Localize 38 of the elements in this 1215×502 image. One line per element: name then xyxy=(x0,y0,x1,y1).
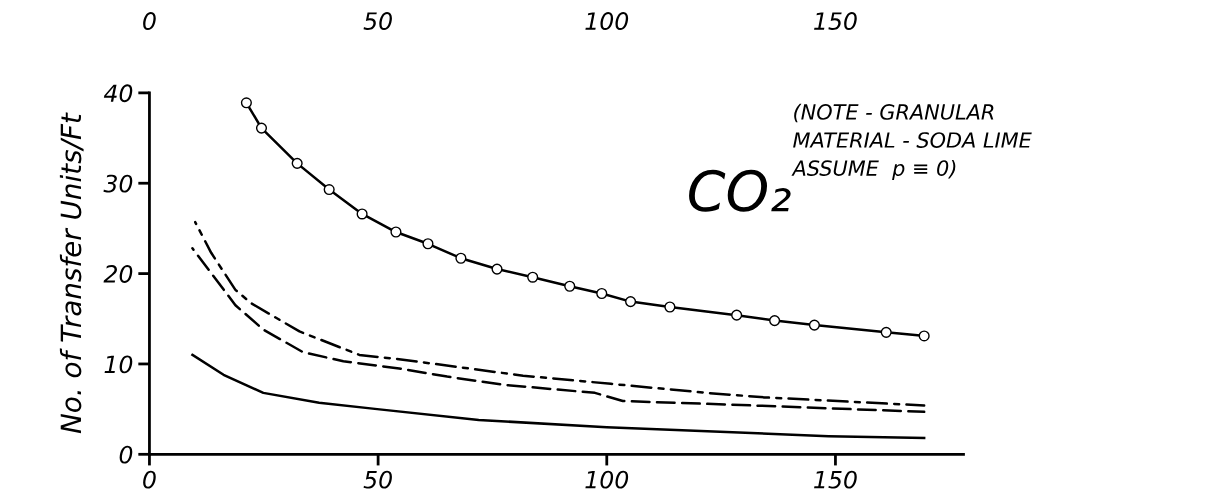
line-series xyxy=(191,247,926,414)
point xyxy=(291,157,303,169)
y-axis-title: No. of Transfer Units/Ft xyxy=(59,112,84,434)
point xyxy=(564,280,576,292)
y-tick-label: 30 xyxy=(103,174,133,193)
annotation: (NOTE - GRANULAR MATERIAL - SODA LIME ASSUME p ≡ 0) xyxy=(791,103,1032,181)
point xyxy=(664,301,676,313)
x2-tick-label: 0 xyxy=(143,12,156,30)
point xyxy=(769,315,781,327)
point xyxy=(255,122,268,134)
y-tick-label: 40 xyxy=(103,84,133,103)
line-series xyxy=(191,353,926,440)
point xyxy=(455,252,467,264)
y-tick-label: 0 xyxy=(119,445,133,464)
annotation: CO₂ xyxy=(689,169,791,212)
point xyxy=(422,238,434,250)
point xyxy=(625,296,637,308)
point xyxy=(596,287,608,300)
x-tick-label: 50 xyxy=(363,470,392,489)
point xyxy=(240,97,252,109)
point xyxy=(323,183,335,196)
point xyxy=(918,330,930,342)
x2-tick-label: 150 xyxy=(814,12,857,30)
point xyxy=(390,226,402,238)
line-series xyxy=(193,220,926,407)
x2-tick-label: 100 xyxy=(585,12,629,30)
point xyxy=(880,326,892,338)
point xyxy=(491,263,503,275)
x-tick-label: 150 xyxy=(814,470,857,489)
x-tick-label: 0 xyxy=(143,470,156,489)
point xyxy=(356,208,368,220)
y-tick-label: 10 xyxy=(104,355,133,374)
y-tick-label: 20 xyxy=(103,265,133,283)
point xyxy=(527,271,539,283)
x2-tick-label: 50 xyxy=(363,12,392,30)
x-tick-label: 100 xyxy=(585,470,629,489)
point xyxy=(808,319,820,331)
point xyxy=(731,309,743,321)
